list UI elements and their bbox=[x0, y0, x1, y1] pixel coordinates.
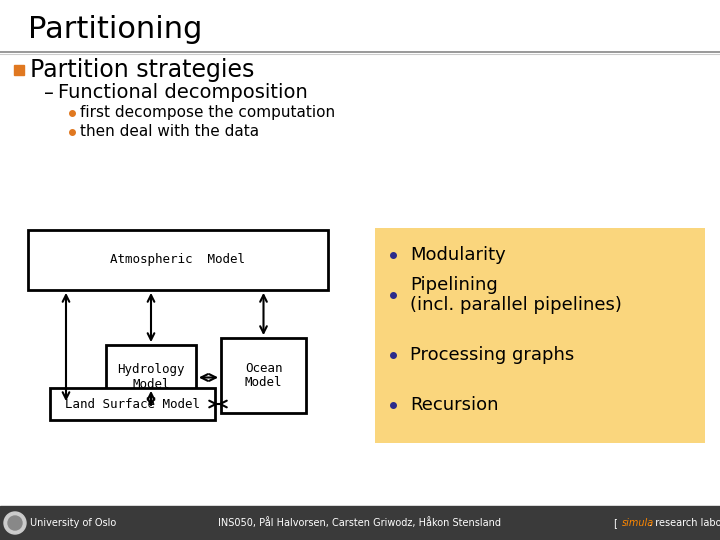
Text: INS050, Pål Halvorsen, Carsten Griwodz, Håkon Stensland: INS050, Pål Halvorsen, Carsten Griwodz, … bbox=[218, 517, 502, 529]
Text: then deal with the data: then deal with the data bbox=[80, 125, 259, 139]
Text: Atmospheric  Model: Atmospheric Model bbox=[110, 253, 246, 267]
Text: Recursion: Recursion bbox=[410, 396, 498, 414]
Bar bbox=[221, 338, 306, 413]
Text: Land Surface Model: Land Surface Model bbox=[65, 397, 200, 410]
Text: Ocean
Model: Ocean Model bbox=[245, 361, 282, 389]
Text: Functional decomposition: Functional decomposition bbox=[58, 84, 307, 103]
Text: –: – bbox=[44, 84, 54, 103]
Text: [: [ bbox=[614, 518, 621, 528]
Text: University of Oslo: University of Oslo bbox=[30, 518, 116, 528]
Text: Modularity: Modularity bbox=[410, 246, 505, 264]
Bar bbox=[106, 345, 196, 410]
Bar bbox=[14, 65, 24, 75]
Text: simula: simula bbox=[622, 518, 654, 528]
Bar bbox=[50, 388, 215, 420]
Text: Partition strategies: Partition strategies bbox=[30, 58, 254, 82]
Bar bbox=[28, 230, 328, 290]
Circle shape bbox=[8, 516, 22, 530]
Circle shape bbox=[4, 512, 26, 534]
Text: first decompose the computation: first decompose the computation bbox=[80, 105, 335, 120]
Text: Pipelining
(incl. parallel pipelines): Pipelining (incl. parallel pipelines) bbox=[410, 275, 622, 314]
Text: . research laboratory ]: . research laboratory ] bbox=[646, 518, 720, 528]
Bar bbox=[0, 506, 720, 540]
Bar bbox=[375, 228, 705, 443]
Text: Hydrology
Model: Hydrology Model bbox=[117, 363, 185, 392]
Text: Processing graphs: Processing graphs bbox=[410, 346, 575, 364]
Text: Partitioning: Partitioning bbox=[28, 16, 202, 44]
